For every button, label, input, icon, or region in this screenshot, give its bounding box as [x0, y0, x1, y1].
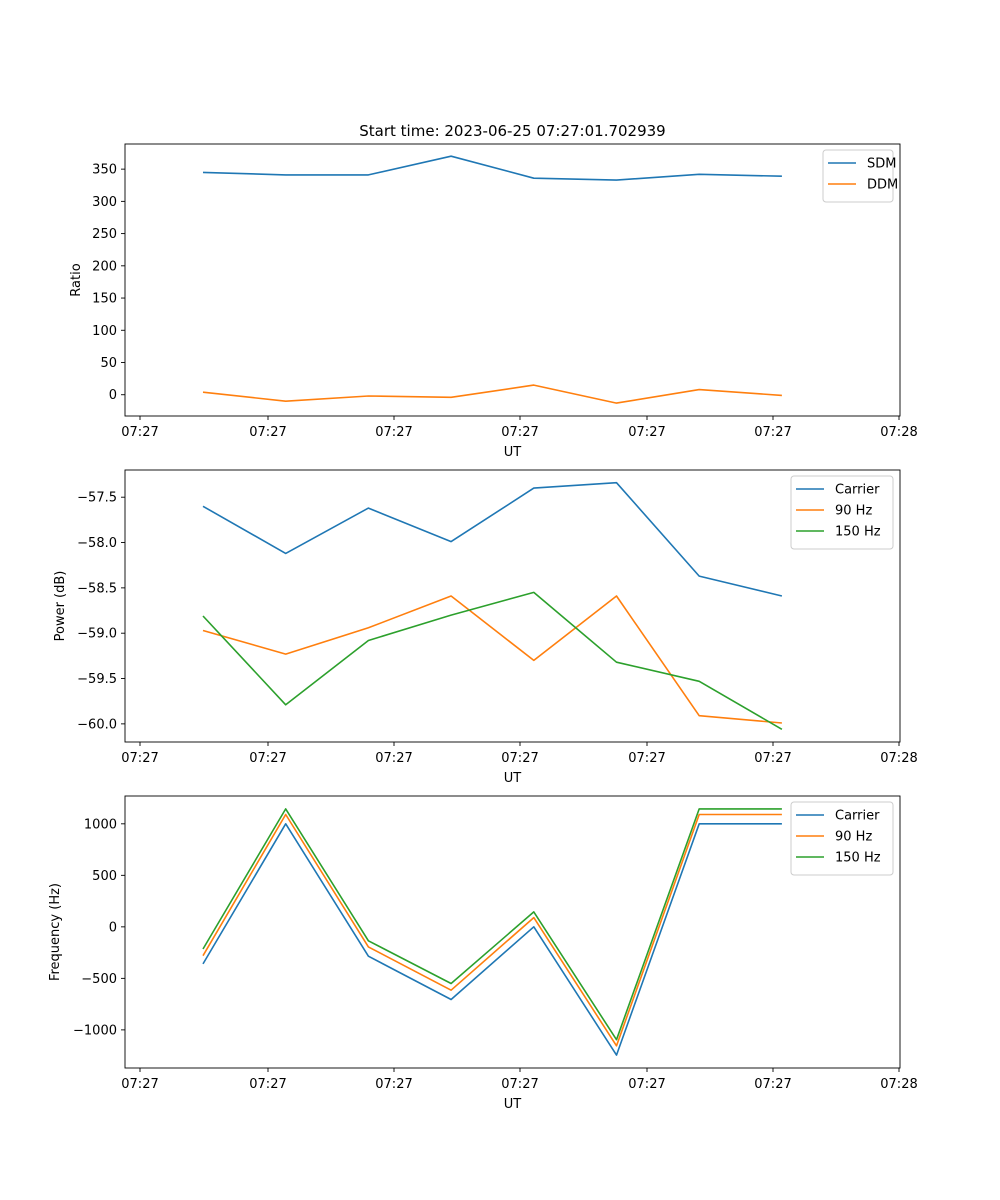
x-tick-label: 07:27	[754, 751, 791, 766]
y-tick-label: 50	[100, 356, 117, 371]
y-tick-label: 150	[92, 292, 117, 307]
y-tick-label: 200	[92, 259, 117, 274]
legend-label: 90 Hz	[835, 830, 872, 845]
x-tick-label: 07:27	[121, 425, 158, 440]
y-tick-label: 250	[92, 227, 117, 242]
x-tick-label: 07:27	[121, 1077, 158, 1092]
y-tick-label: 1000	[84, 817, 117, 832]
y-tick-label: 350	[92, 163, 117, 178]
y-tick-label: −57.5	[77, 491, 117, 506]
y-tick-label: −59.5	[77, 672, 117, 687]
axes-frame	[124, 469, 901, 743]
legend: Carrier 90 Hz 150 Hz	[790, 801, 894, 876]
y-tick-label: −58.0	[77, 536, 117, 551]
x-tick-label: 07:27	[501, 1077, 538, 1092]
legend-label: Carrier	[835, 809, 880, 824]
y-tick-label: 0	[109, 388, 117, 403]
x-tick-label: 07:27	[628, 751, 665, 766]
y-tick-label: 0	[109, 920, 117, 935]
y-tick-label: −59.0	[77, 627, 117, 642]
x-tick-label: 07:27	[501, 751, 538, 766]
series-line-carrier	[202, 822, 782, 1056]
series-line-90-hz	[202, 813, 782, 1047]
legend-label: 150 Hz	[835, 851, 881, 866]
x-axis-label: UT	[504, 771, 522, 786]
y-tick-label: −500	[81, 972, 117, 987]
x-tick-label: 07:27	[628, 425, 665, 440]
chart-panel-2: −57.5 −58.0 −58.5 −59.0 −59.5 −60.0 07:27 07:27…	[53, 469, 918, 786]
x-axis-label: UT	[504, 445, 522, 460]
legend-label: SDM	[867, 157, 896, 172]
legend-label: 150 Hz	[835, 525, 881, 540]
x-tick-label: 07:27	[249, 1077, 286, 1092]
x-tick-label: 07:27	[754, 1077, 791, 1092]
y-tick-label: 500	[92, 869, 117, 884]
series-line-ddm	[202, 384, 782, 404]
series-line-90-hz	[202, 595, 782, 724]
legend: SDM DDM	[822, 149, 898, 203]
y-tick-label: 100	[92, 324, 117, 339]
axes-frame	[124, 143, 901, 417]
x-tick-label: 07:28	[880, 425, 917, 440]
y-axis-label: Power (dB)	[53, 571, 68, 642]
x-tick-label: 07:28	[880, 1077, 917, 1092]
series-line-150-hz	[202, 591, 783, 730]
x-tick-label: 07:27	[375, 425, 412, 440]
x-tick-label: 07:27	[249, 425, 286, 440]
x-axis-label: UT	[504, 1097, 522, 1112]
y-tick-label: 300	[92, 195, 117, 210]
chart-panel-1: 0 50 100 150 200 250 300 350 07:27 07:27 07:27 07:2…	[69, 143, 918, 460]
x-tick-label: 07:27	[501, 425, 538, 440]
legend-label: Carrier	[835, 483, 880, 498]
x-tick-label: 07:27	[249, 751, 286, 766]
y-tick-label: −60.0	[77, 717, 117, 732]
figure-title: Start time: 2023-06-25 07:27:01.702939	[359, 122, 665, 140]
legend-label: DDM	[867, 178, 898, 193]
y-axis-label: Frequency (Hz)	[48, 883, 63, 981]
y-axis-label: Ratio	[69, 263, 84, 296]
x-tick-label: 07:27	[375, 1077, 412, 1092]
x-tick-label: 07:27	[121, 751, 158, 766]
series-line-carrier	[202, 481, 783, 597]
x-tick-label: 07:28	[880, 751, 917, 766]
x-tick-label: 07:27	[754, 425, 791, 440]
series-line-sdm	[202, 155, 782, 181]
x-tick-label: 07:27	[628, 1077, 665, 1092]
y-tick-label: −58.5	[77, 581, 117, 596]
charts: 0 50 100 150 200 250 300 350 07:27 07:27 07:27 07:2…	[48, 143, 918, 1112]
x-tick-label: 07:27	[375, 751, 412, 766]
series-line-150-hz	[202, 808, 782, 1041]
legend-label: 90 Hz	[835, 504, 872, 519]
legend: Carrier 90 Hz 150 Hz	[790, 475, 894, 550]
chart-panel-3: 1000 500 0 −500 −1000 07:27 07:27 07:27 07:27 07:…	[48, 795, 918, 1112]
axes-frame	[124, 795, 901, 1069]
y-tick-label: −1000	[73, 1023, 117, 1038]
